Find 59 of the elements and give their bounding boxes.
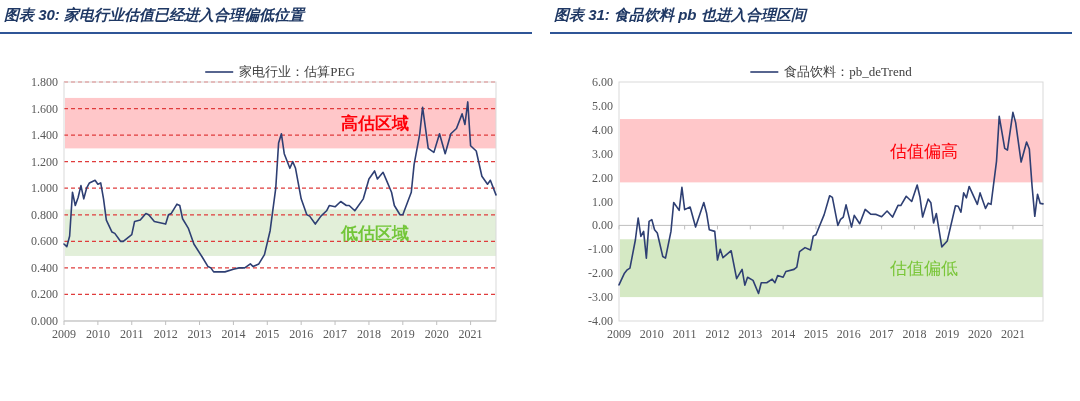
- y-tick-label: 1.200: [31, 154, 58, 169]
- y-tick-label: -2.00: [588, 266, 613, 281]
- y-tick-label: 0.800: [31, 207, 58, 222]
- x-tick-label: 2019: [935, 327, 960, 341]
- x-tick-label: 2015: [255, 327, 280, 341]
- y-tick-label: 1.000: [31, 181, 58, 196]
- x-tick-label: 2015: [803, 327, 828, 341]
- y-tick-label: 1.600: [31, 101, 58, 116]
- x-tick-label: 2012: [153, 327, 178, 341]
- legend: 食品饮料：pb_deTrend: [749, 64, 912, 79]
- x-tick-label: 2019: [390, 327, 415, 341]
- y-tick-label: 0.400: [31, 260, 58, 275]
- x-tick-label: 2014: [771, 327, 796, 341]
- y-tick-label: 1.800: [31, 75, 58, 89]
- x-tick-label: 2018: [356, 327, 381, 341]
- x-tick-label: 2009: [607, 327, 631, 341]
- x-tick-label: 2016: [836, 327, 861, 341]
- x-tick-label: 2021: [458, 327, 483, 341]
- band-label: 高估区域: [341, 114, 410, 134]
- x-tick-label: 2020: [968, 327, 993, 341]
- y-tick-label: 0.600: [31, 234, 58, 249]
- x-tick-label: 2009: [52, 327, 76, 341]
- y-tick-label: -4.00: [588, 314, 613, 328]
- y-tick-label: 1.400: [31, 128, 58, 143]
- legend: 家电行业：估算PEG: [204, 64, 355, 79]
- y-tick-label: 5.00: [592, 98, 613, 113]
- legend-label: 食品饮料：pb_deTrend: [784, 64, 913, 79]
- band-label: 估值偏高: [889, 141, 959, 161]
- band-label: 低估区域: [340, 223, 410, 243]
- y-tick-label: -3.00: [588, 290, 613, 305]
- x-tick-label: 2012: [705, 327, 730, 341]
- plot: 高估区域 低估区域: [63, 81, 497, 326]
- y-tick-label: 0.000: [31, 314, 58, 328]
- y-tick-label: 3.00: [592, 146, 613, 161]
- y-tick-label: -1.00: [588, 242, 613, 257]
- x-tick-label: 2013: [738, 327, 763, 341]
- y-tick-label: 0.00: [592, 218, 613, 233]
- x-tick-label: 2020: [424, 327, 449, 341]
- y-tick-label: 6.00: [592, 75, 613, 89]
- x-tick-label: 2014: [221, 327, 246, 341]
- x-tick-label: 2010: [639, 327, 664, 341]
- plot: 估值偏高 估值偏低: [618, 81, 1044, 322]
- x-tick-label: 2021: [1000, 327, 1025, 341]
- y-tick-label: 1.00: [592, 194, 613, 209]
- x-tick-label: 2018: [902, 327, 927, 341]
- legend-label: 家电行业：估算PEG: [239, 64, 355, 79]
- y-tick-label: 2.00: [592, 170, 613, 185]
- x-tick-label: 2013: [187, 327, 212, 341]
- chart-title: 图表 30: 家电行业估值已经进入合理偏低位置: [4, 6, 307, 23]
- x-tick-label: 2010: [85, 327, 110, 341]
- x-tick-label: 2017: [323, 327, 348, 341]
- x-tick-label: 2017: [869, 327, 894, 341]
- band-label: 估值偏低: [889, 259, 959, 279]
- x-tick-label: 2011: [672, 327, 697, 341]
- y-tick-label: 0.200: [31, 287, 58, 302]
- x-tick-label: 2011: [119, 327, 144, 341]
- x-tick-label: 2016: [289, 327, 314, 341]
- chart-title: 图表 31: 食品饮料 pb 也进入合理区间: [554, 6, 808, 23]
- y-tick-label: 4.00: [592, 122, 613, 137]
